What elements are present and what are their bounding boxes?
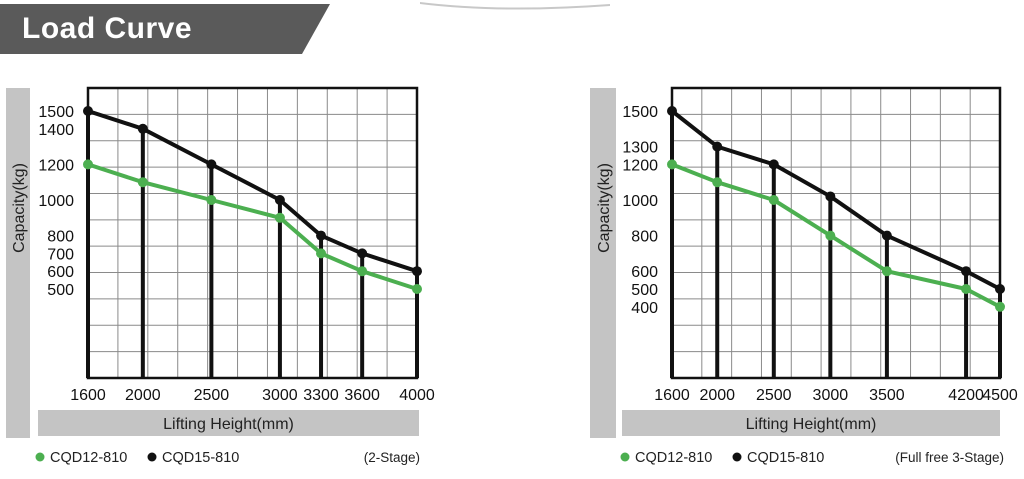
- data-point-cqd15-810: [316, 230, 327, 241]
- data-point-cqd12-810: [83, 159, 93, 170]
- legend-marker: [35, 452, 45, 462]
- x-tick-label: 1600: [70, 387, 106, 404]
- x-tick-label: 2500: [756, 387, 792, 404]
- y-tick-label: 1500: [622, 104, 658, 121]
- y-tick-label: 600: [631, 264, 658, 281]
- data-point-cqd15-810: [667, 106, 677, 116]
- x-tick-label: 3000: [262, 387, 298, 404]
- chart-note: (Full free 3-Stage): [895, 450, 1004, 465]
- data-point-cqd15-810: [137, 123, 148, 134]
- data-point-cqd15-810: [961, 266, 972, 277]
- y-tick-label: 1500: [38, 104, 74, 121]
- y-tick-label: 1000: [38, 193, 74, 210]
- data-point-cqd15-810: [274, 195, 285, 205]
- data-point-cqd12-810: [825, 230, 836, 241]
- x-axis-bar: [622, 410, 1000, 436]
- data-point-cqd15-810: [357, 248, 368, 259]
- legend-marker: [732, 452, 742, 462]
- legend-label: CQD15-810: [747, 450, 824, 466]
- data-point-cqd15-810: [768, 159, 779, 170]
- decorative-swoosh: [420, 2, 610, 10]
- chart-note: (2-Stage): [364, 450, 420, 465]
- series-line-cqd12-810: [671, 162, 1001, 309]
- x-axis-label: Lifting Height(mm): [746, 416, 877, 433]
- series-line-cqd15-810: [87, 109, 418, 274]
- data-point-cqd12-810: [274, 212, 285, 223]
- x-tick-label: 4500: [982, 387, 1018, 404]
- x-tick-label: 3600: [344, 387, 380, 404]
- y-tick-label: 500: [631, 282, 658, 299]
- x-tick-label: 4200: [948, 387, 984, 404]
- y-tick-label: 700: [47, 246, 74, 263]
- data-point-cqd12-810: [881, 266, 892, 277]
- plot-frame: [86, 86, 419, 380]
- y-axis-bar: [6, 88, 30, 438]
- data-point-cqd15-810: [825, 191, 836, 202]
- x-axis-label: Lifting Height(mm): [163, 416, 294, 433]
- x-tick-label: 2000: [699, 387, 735, 404]
- x-axis-bar: [38, 410, 419, 436]
- series-line-cqd15-810: [670, 109, 1001, 291]
- y-tick-label: 1300: [622, 140, 658, 157]
- data-point-cqd15-810: [83, 106, 93, 116]
- data-point-cqd12-810: [995, 301, 1005, 312]
- y-tick-label: 1000: [622, 193, 658, 210]
- y-tick-label: 500: [47, 282, 74, 299]
- data-point-cqd12-810: [316, 248, 327, 259]
- data-point-cqd12-810: [412, 284, 422, 294]
- legend-marker: [147, 452, 157, 462]
- page-title: Load Curve: [22, 12, 193, 45]
- data-point-cqd12-810: [206, 195, 217, 205]
- title-banner: Load Curve: [0, 4, 330, 54]
- y-tick-label: 600: [47, 264, 74, 281]
- series-line-cqd12-810: [87, 162, 418, 291]
- data-point-cqd15-810: [412, 266, 422, 277]
- data-point-cqd12-810: [667, 159, 677, 170]
- y-axis-label: Capacity(kg): [596, 163, 613, 253]
- x-tick-label: 2000: [125, 387, 161, 404]
- banner-shape: [0, 4, 330, 54]
- data-point-cqd12-810: [712, 177, 723, 188]
- data-point-cqd12-810: [137, 177, 148, 188]
- y-tick-label: 400: [631, 300, 658, 317]
- x-tick-label: 3300: [303, 387, 339, 404]
- x-tick-label: 3500: [869, 387, 905, 404]
- data-point-cqd12-810: [768, 195, 779, 205]
- y-tick-label: 800: [47, 229, 74, 246]
- x-tick-label: 2500: [194, 387, 230, 404]
- legend-marker: [620, 452, 630, 462]
- y-tick-label: 1200: [622, 157, 658, 174]
- data-point-cqd15-810: [995, 284, 1005, 294]
- y-axis-bar: [590, 88, 616, 438]
- data-point-cqd12-810: [357, 266, 368, 277]
- data-point-cqd15-810: [881, 230, 892, 241]
- legend-label: CQD12-810: [635, 450, 712, 466]
- x-tick-label: 3000: [813, 387, 849, 404]
- data-point-cqd15-810: [712, 141, 723, 152]
- x-tick-label: 1600: [654, 387, 690, 404]
- x-tick-label: 4000: [399, 387, 435, 404]
- data-point-cqd15-810: [206, 159, 217, 170]
- y-axis-label: Capacity(kg): [11, 163, 28, 253]
- legend-label: CQD15-810: [162, 450, 239, 466]
- y-tick-label: 1400: [38, 122, 74, 139]
- legend-label: CQD12-810: [50, 450, 127, 466]
- plot-frame: [670, 86, 1002, 380]
- data-point-cqd12-810: [961, 284, 972, 294]
- y-tick-label: 800: [631, 229, 658, 246]
- y-tick-label: 1200: [38, 157, 74, 174]
